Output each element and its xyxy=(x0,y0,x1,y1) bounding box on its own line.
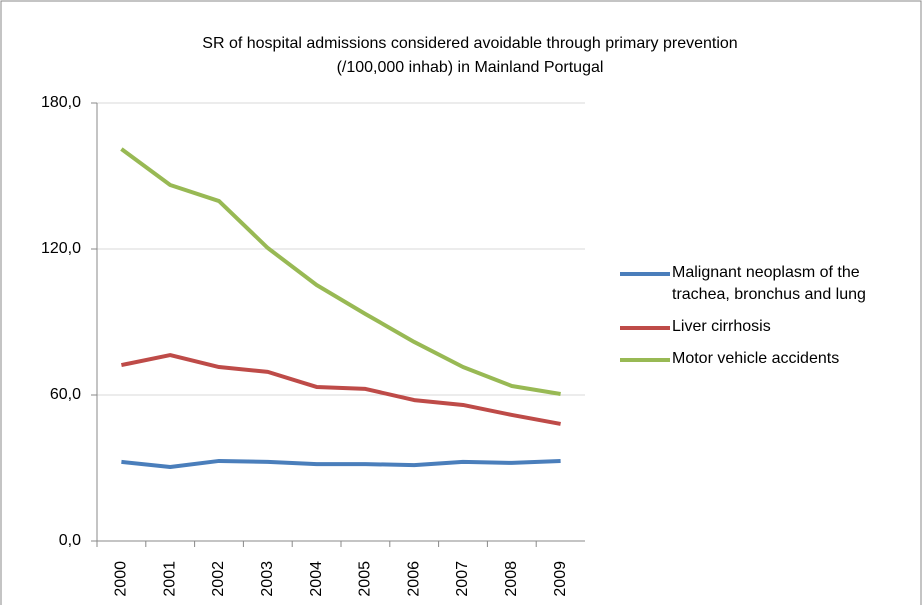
legend-label: Liver cirrhosis xyxy=(672,318,771,335)
x-tick-label: 2005 xyxy=(357,561,374,597)
x-tick-label: 2002 xyxy=(210,561,227,597)
y-tick-label: 120,0 xyxy=(41,240,81,257)
x-tick-label: 2004 xyxy=(308,561,325,597)
y-tick-label: 180,0 xyxy=(41,94,81,111)
series-line xyxy=(120,147,561,397)
legend: Malignant neoplasm of the trachea, bronc… xyxy=(620,262,915,380)
legend-item: Motor vehicle accidents xyxy=(620,348,915,370)
x-tick-label: 2001 xyxy=(161,561,178,597)
chart-title: (/100,000 inhab) in Mainland Portugal xyxy=(337,59,604,76)
x-tick-label: 2009 xyxy=(552,561,569,597)
x-tick-label: 2003 xyxy=(259,561,276,597)
legend-label: Motor vehicle accidents xyxy=(672,350,840,367)
chart-title: SR of hospital admissions considered avo… xyxy=(202,35,737,52)
legend-swatch xyxy=(620,326,670,330)
y-tick-label: 60,0 xyxy=(50,386,81,403)
series-line xyxy=(121,458,561,470)
legend-item: Malignant neoplasm of the trachea, bronc… xyxy=(620,262,915,306)
x-tick-label: 2000 xyxy=(113,561,130,597)
series-line xyxy=(120,353,561,426)
legend-swatch xyxy=(620,272,670,276)
x-tick-label: 2008 xyxy=(503,561,520,597)
x-tick-label: 2007 xyxy=(454,561,471,597)
x-tick-label: 2006 xyxy=(405,561,422,597)
legend-swatch xyxy=(620,358,670,362)
legend-label: Malignant neoplasm of the trachea, bronc… xyxy=(672,264,866,303)
legend-item: Liver cirrhosis xyxy=(620,316,915,338)
y-tick-label: 0,0 xyxy=(59,532,81,549)
